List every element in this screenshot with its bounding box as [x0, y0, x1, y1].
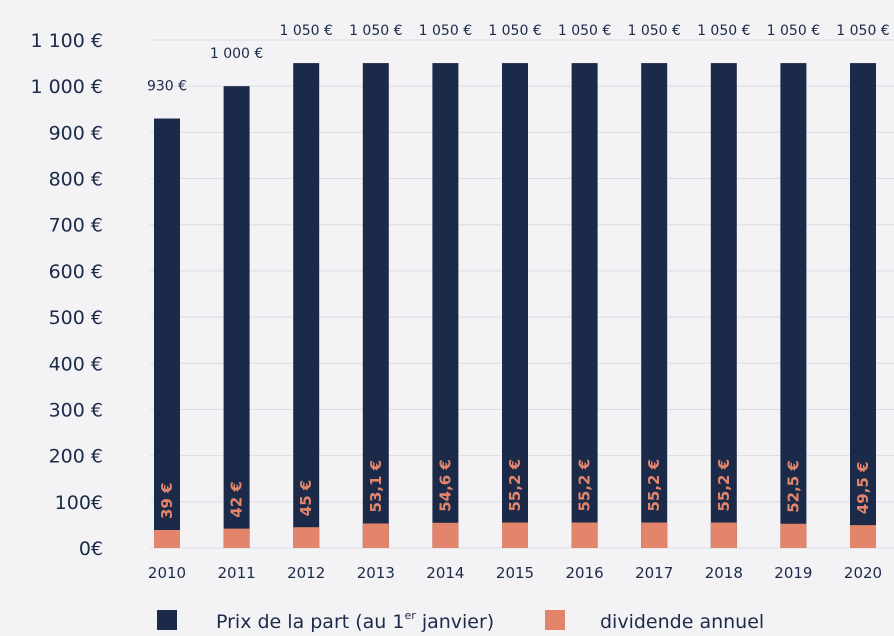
price-value-label: 1 050 € — [349, 23, 402, 39]
x-tick-label: 2017 — [635, 564, 673, 582]
x-tick-label: 2015 — [496, 564, 534, 582]
legend-label-price: Prix de la part (au 1er janvier) — [216, 609, 494, 632]
bar-price-2013 — [362, 63, 389, 548]
y-tick-label: 800 € — [49, 169, 103, 191]
x-tick-label: 2016 — [566, 564, 604, 582]
x-tick-label: 2012 — [287, 564, 325, 582]
dividend-value-label: 45 € — [297, 480, 315, 517]
y-tick-label: 100€ — [55, 492, 103, 514]
price-value-label: 1 050 € — [627, 23, 680, 39]
x-tick-label: 2013 — [357, 564, 395, 582]
bar-dividend-2013 — [362, 523, 389, 548]
bar-dividend-2018 — [710, 522, 737, 548]
legend-label-dividend: dividende annuel — [600, 611, 764, 632]
bar-price-2012 — [293, 63, 320, 548]
x-tick-label: 2019 — [774, 564, 812, 582]
bar-price-2016 — [571, 63, 598, 548]
bar-dividend-2014 — [432, 522, 459, 548]
dividend-value-label: 39 € — [158, 482, 176, 519]
price-value-label: 930 € — [147, 79, 187, 95]
bar-dividend-2019 — [780, 523, 807, 548]
bar-dividend-2011 — [223, 528, 250, 548]
y-tick-label: 600 € — [49, 261, 103, 283]
price-value-label: 1 050 € — [488, 23, 541, 39]
price-value-label: 1 050 € — [419, 23, 472, 39]
x-tick-label: 2014 — [426, 564, 464, 582]
price-value-label: 1 050 € — [767, 23, 820, 39]
legend-label-price-main: Prix de la part (au 1 — [216, 611, 404, 632]
bar-price-2015 — [502, 63, 528, 548]
bars: 930 € 39 € 1 000 € 42 € 1 050 € 45 € 1 050 € 53… — [147, 23, 890, 548]
bar-dividend-2010 — [154, 529, 180, 548]
y-tick-label: 400 € — [49, 353, 103, 375]
bar-price-2017 — [641, 63, 668, 548]
dividend-value-label: 42 € — [228, 481, 246, 518]
price-value-label: 1 050 € — [279, 23, 332, 39]
x-tick-label: 2010 — [148, 564, 186, 582]
price-value-label: 1 050 € — [836, 23, 889, 39]
bar-dividend-2017 — [641, 522, 668, 548]
dividend-value-label: 55,2 € — [715, 459, 733, 512]
x-axis: 2010 2011 2012 2013 2014 2015 2016 2017 2018 2019… — [148, 564, 882, 582]
legend-swatch-dividend — [545, 610, 565, 630]
dividend-value-label: 52,5 € — [784, 460, 802, 513]
y-tick-label: 1 100 € — [30, 30, 103, 52]
dividend-value-label: 55,2 € — [506, 459, 524, 512]
dividend-value-label: 53,1 € — [367, 460, 385, 513]
bar-price-2010 — [154, 118, 180, 548]
dividend-value-label: 49,5 € — [854, 461, 872, 514]
y-tick-label: 900 € — [49, 122, 103, 144]
price-value-label: 1 050 € — [558, 23, 611, 39]
dividend-value-label: 55,2 € — [576, 459, 594, 512]
bar-dividend-2012 — [293, 527, 320, 548]
bar-dividend-2015 — [502, 522, 528, 548]
y-tick-label: 500 € — [49, 307, 103, 329]
legend-label-price-end: janvier) — [416, 611, 494, 632]
price-value-label: 1 000 € — [210, 46, 263, 62]
dividend-value-label: 55,2 € — [645, 459, 663, 512]
bar-price-2020 — [850, 63, 876, 548]
x-tick-label: 2011 — [218, 564, 256, 582]
bar-dividend-2016 — [571, 522, 598, 548]
x-tick-label: 2020 — [844, 564, 882, 582]
x-tick-label: 2018 — [705, 564, 743, 582]
bar-price-2019 — [780, 63, 807, 548]
y-tick-label: 300 € — [49, 399, 103, 421]
dividend-value-label: 54,6 € — [436, 459, 454, 512]
price-value-label: 1 050 € — [697, 23, 750, 39]
legend-swatch-price — [157, 610, 177, 630]
legend: Prix de la part (au 1er janvier) dividen… — [157, 609, 764, 633]
y-tick-label: 700 € — [49, 215, 103, 237]
y-tick-label: 1 000 € — [30, 76, 103, 98]
y-tick-label: 200 € — [49, 446, 103, 468]
legend-label-price-sup: er — [404, 609, 416, 622]
bar-price-2018 — [710, 63, 737, 548]
bar-price-2014 — [432, 63, 459, 548]
y-axis: 0€ 100€ 200 € 300 € 400 € 500 € 600 € 700 € 800 … — [30, 30, 103, 560]
bar-dividend-2020 — [850, 525, 876, 548]
y-tick-label: 0€ — [79, 538, 103, 560]
bar-price-2011 — [223, 86, 250, 548]
